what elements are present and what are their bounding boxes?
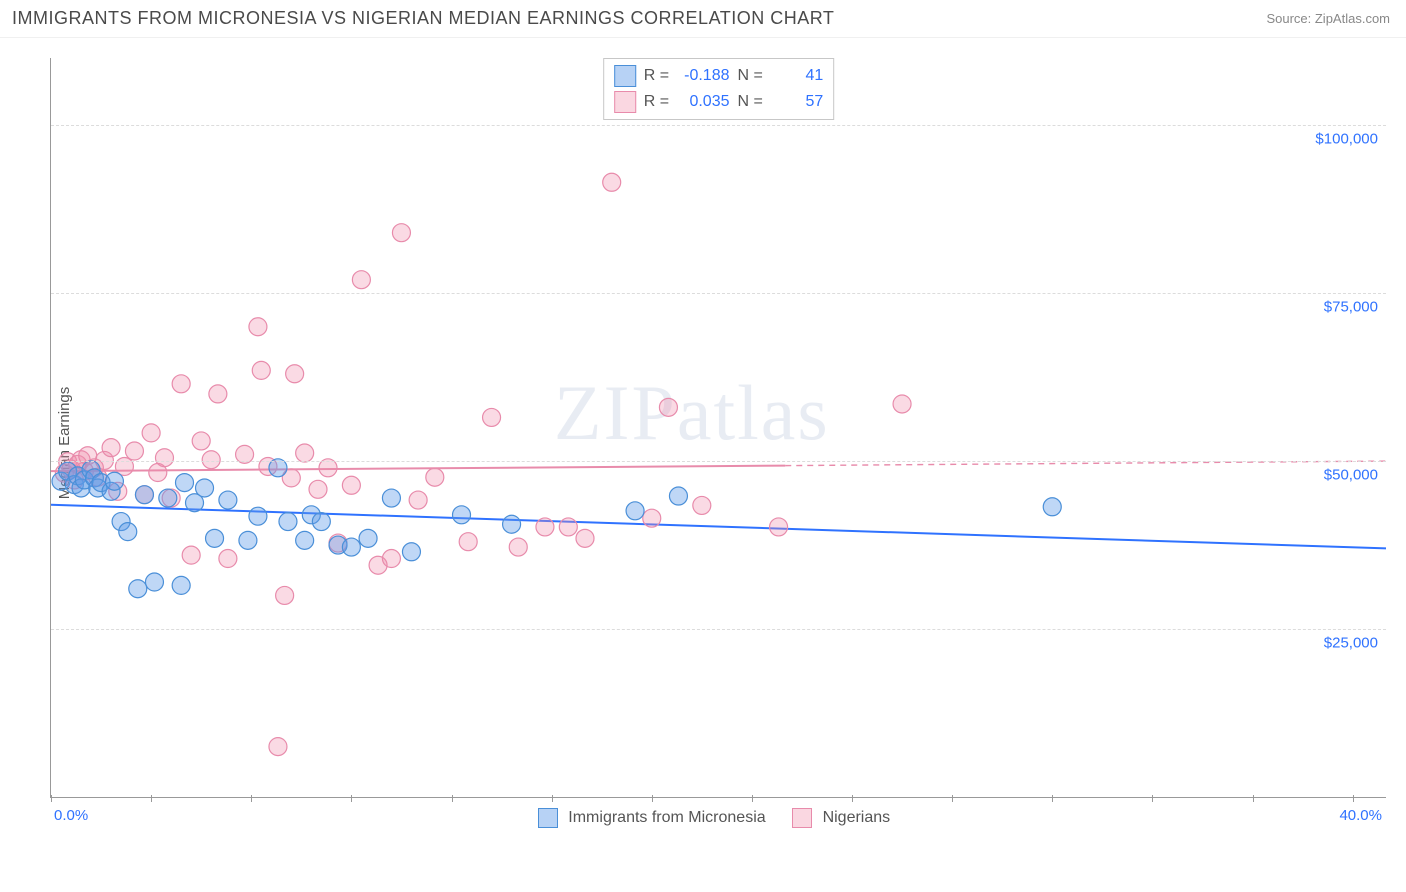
- scatter-point: [276, 586, 294, 604]
- scatter-point: [196, 479, 214, 497]
- scatter-point: [172, 375, 190, 393]
- scatter-point: [286, 365, 304, 383]
- scatter-point: [239, 531, 257, 549]
- scatter-point: [509, 538, 527, 556]
- scatter-point: [693, 496, 711, 514]
- scatter-point: [219, 491, 237, 509]
- scatter-point: [342, 538, 360, 556]
- scatter-point: [119, 523, 137, 541]
- scatter-point: [279, 513, 297, 531]
- scatter-point: [102, 439, 120, 457]
- scatter-point: [155, 449, 173, 467]
- scatter-point: [503, 515, 521, 533]
- stat-R-label: R = -0.188: [644, 67, 730, 85]
- scatter-point: [342, 476, 360, 494]
- scatter-point: [145, 573, 163, 591]
- stat-N-label: N = 41: [738, 67, 824, 85]
- scatter-point: [202, 451, 220, 469]
- scatter-point: [659, 398, 677, 416]
- scatter-point: [643, 509, 661, 527]
- scatter-point: [159, 489, 177, 507]
- scatter-point: [296, 531, 314, 549]
- stats-row-series-a: R = -0.188 N = 41: [614, 63, 824, 89]
- legend-label-b: Nigerians: [823, 809, 891, 826]
- series-legend: Immigrants from Micronesia Nigerians: [0, 808, 1406, 828]
- scatter-point: [209, 385, 227, 403]
- y-tick-label: $50,000: [1324, 467, 1378, 484]
- swatch-blue-icon: [614, 65, 636, 87]
- y-tick-label: $25,000: [1324, 635, 1378, 652]
- scatter-point: [125, 442, 143, 460]
- scatter-points-layer: [51, 58, 1386, 797]
- scatter-point: [483, 408, 501, 426]
- scatter-point: [219, 550, 237, 568]
- scatter-point: [105, 472, 123, 490]
- scatter-point: [576, 529, 594, 547]
- scatter-point: [249, 318, 267, 336]
- scatter-point: [559, 518, 577, 536]
- swatch-pink-icon: [614, 91, 636, 113]
- scatter-point: [296, 444, 314, 462]
- y-tick-label: $75,000: [1324, 299, 1378, 316]
- scatter-point: [135, 486, 153, 504]
- swatch-pink-icon: [792, 808, 812, 828]
- scatter-point: [626, 502, 644, 520]
- legend-label-a: Immigrants from Micronesia: [568, 809, 765, 826]
- stats-row-series-b: R = 0.035 N = 57: [614, 89, 824, 115]
- y-tick-label: $100,000: [1315, 131, 1378, 148]
- scatter-point: [382, 550, 400, 568]
- scatter-point: [382, 489, 400, 507]
- scatter-point: [249, 507, 267, 525]
- scatter-point: [536, 518, 554, 536]
- scatter-point: [409, 491, 427, 509]
- scatter-point: [312, 513, 330, 531]
- scatter-point: [770, 518, 788, 536]
- stat-N-label: N = 57: [738, 93, 824, 111]
- scatter-point: [893, 395, 911, 413]
- scatter-point: [426, 468, 444, 486]
- stats-legend-box: R = -0.188 N = 41 R = 0.035 N = 57: [603, 58, 835, 120]
- scatter-point: [172, 576, 190, 594]
- scatter-point: [392, 224, 410, 242]
- scatter-point: [129, 580, 147, 598]
- plot-region: ZIPatlas R = -0.188 N = 41 R = 0.035 N =…: [50, 58, 1386, 798]
- scatter-point: [142, 424, 160, 442]
- swatch-blue-icon: [538, 808, 558, 828]
- stat-R-label: R = 0.035: [644, 93, 730, 111]
- scatter-point: [309, 480, 327, 498]
- scatter-point: [1043, 498, 1061, 516]
- scatter-point: [359, 529, 377, 547]
- scatter-point: [176, 474, 194, 492]
- chart-title: IMMIGRANTS FROM MICRONESIA VS NIGERIAN M…: [12, 8, 834, 29]
- scatter-point: [252, 361, 270, 379]
- scatter-point: [459, 533, 477, 551]
- scatter-point: [269, 738, 287, 756]
- chart-area: Median Earnings ZIPatlas R = -0.188 N = …: [0, 38, 1406, 848]
- scatter-point: [192, 432, 210, 450]
- source-label: Source: ZipAtlas.com: [1266, 11, 1390, 26]
- scatter-point: [603, 173, 621, 191]
- scatter-point: [182, 546, 200, 564]
- scatter-point: [352, 271, 370, 289]
- scatter-point: [453, 506, 471, 524]
- header: IMMIGRANTS FROM MICRONESIA VS NIGERIAN M…: [0, 0, 1406, 38]
- scatter-point: [402, 543, 420, 561]
- scatter-point: [669, 487, 687, 505]
- scatter-point: [206, 529, 224, 547]
